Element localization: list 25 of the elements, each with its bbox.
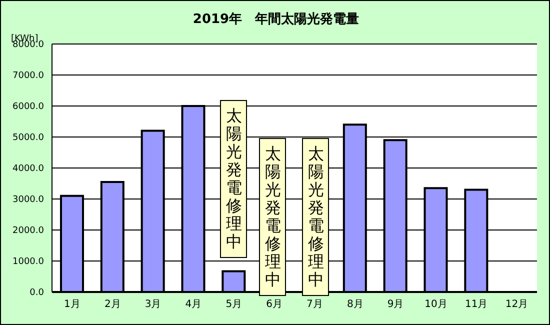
y-tick-label: 3000.0: [12, 195, 44, 206]
x-tick-label: 2月: [104, 299, 121, 310]
x-tick-label: 11月: [465, 299, 488, 310]
y-tick-label: 6000.0: [12, 102, 44, 112]
annotation: 太陽光発電修理中: [265, 144, 281, 289]
annotation: 太陽光発電修理中: [308, 144, 324, 289]
x-tick-label: 5月: [226, 299, 242, 310]
y-tick-label: 4000.0: [12, 164, 44, 174]
annotation: 太陽光発電修理中: [226, 106, 242, 251]
y-tick-label: 0.0: [30, 288, 44, 298]
y-tick-label: 8000.0: [12, 40, 44, 50]
y-tick-label: 2000.0: [12, 226, 44, 236]
x-tick-label: 3月: [144, 299, 162, 310]
y-tick-label: 7000.0: [12, 71, 44, 82]
x-tick-label: 1月: [64, 299, 80, 310]
y-tick-label: 1000.0: [12, 257, 44, 268]
x-tick-label: 8月: [346, 299, 364, 310]
x-tick-label: 10月: [424, 299, 448, 310]
x-tick-label: 9月: [387, 299, 404, 310]
x-tick-label: 7月: [306, 299, 323, 310]
x-tick-label: 6月: [266, 299, 282, 310]
y-tick-label: 5000.0: [12, 133, 44, 144]
chart-title: 2019年 年間太陽光発電量: [192, 11, 360, 28]
x-tick-label: 12月: [505, 299, 528, 310]
x-tick-label: 4月: [185, 299, 202, 310]
